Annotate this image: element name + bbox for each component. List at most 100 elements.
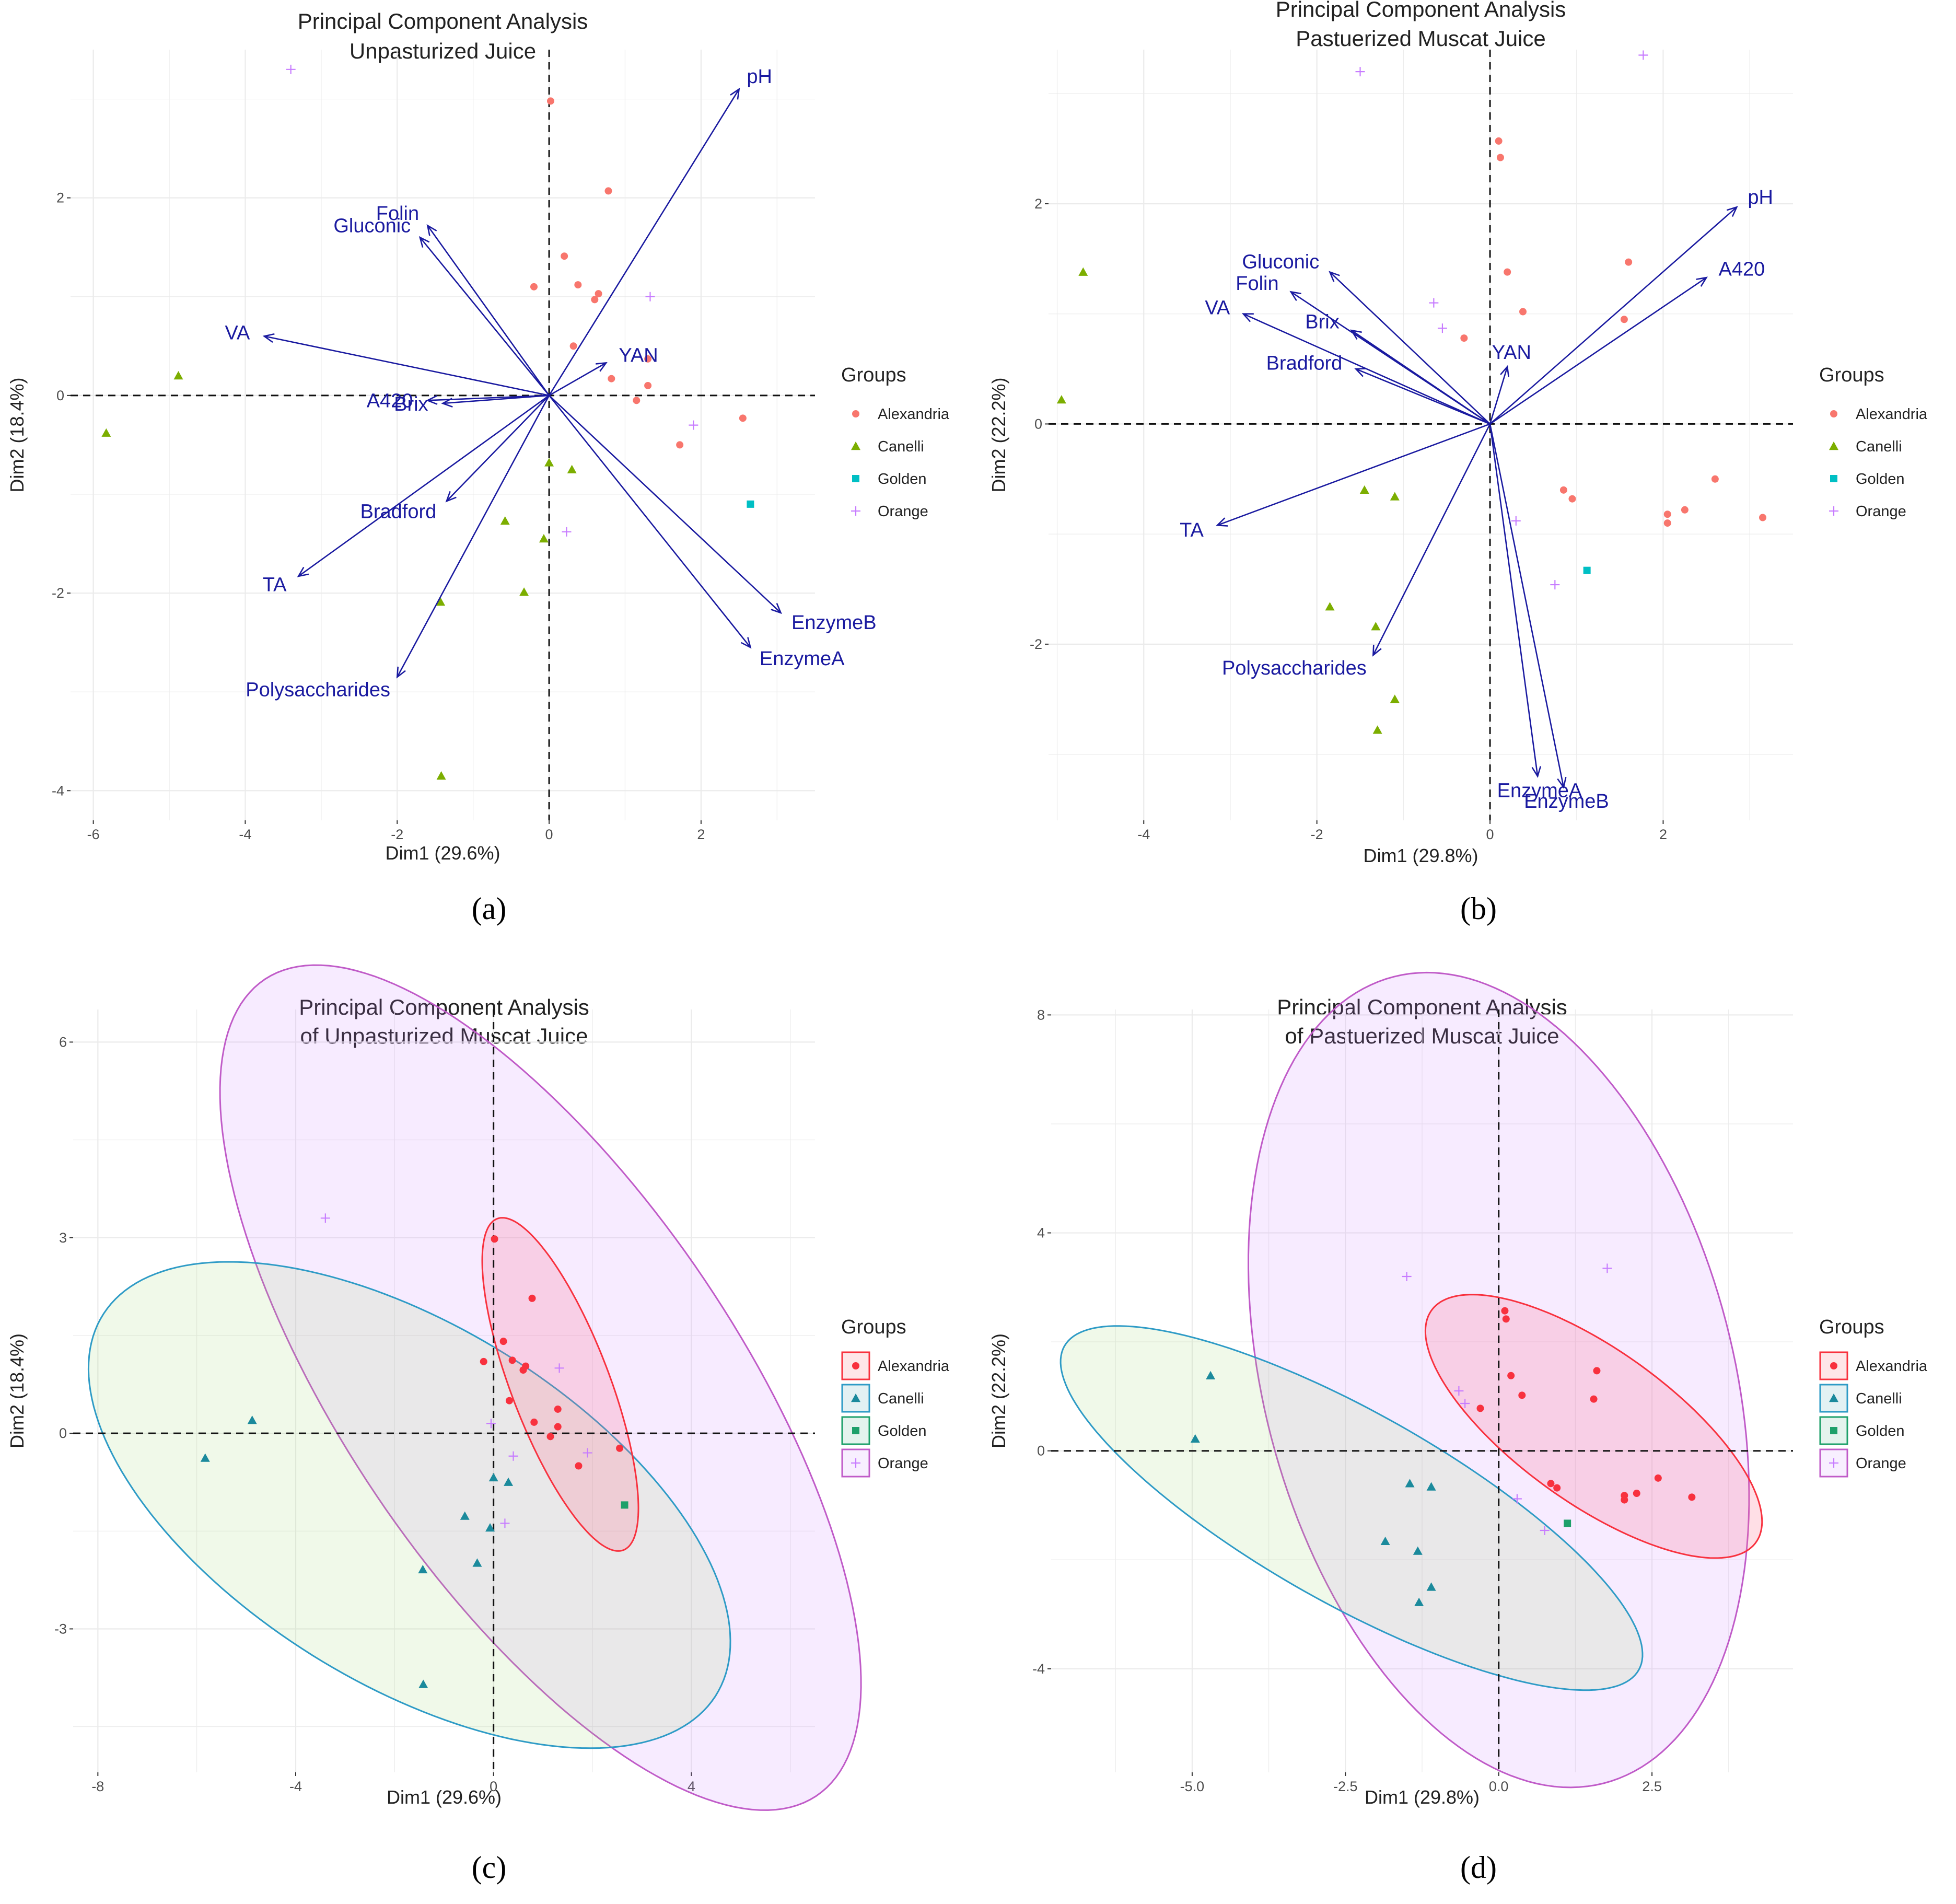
y-tick-label: -2	[52, 585, 64, 601]
y-tick-label: 2	[1034, 196, 1042, 212]
point-alexandria	[1460, 334, 1468, 342]
point-orange	[1638, 50, 1648, 60]
x-tick-label: 2.5	[1642, 1779, 1662, 1794]
legend-key-canelli	[1829, 442, 1838, 450]
point-alexandria	[633, 397, 641, 404]
y-tick-label: 6	[59, 1034, 67, 1050]
vector-label-a420: A420	[367, 390, 413, 412]
x-tick-label: -5.0	[1180, 1779, 1205, 1794]
point-alexandria	[1568, 495, 1576, 503]
vector-label-ph: pH	[1748, 187, 1773, 208]
vector-arrowhead	[1726, 206, 1738, 217]
point-alexandria	[1553, 1484, 1561, 1492]
point-alexandria	[608, 375, 615, 382]
point-orange	[1602, 1263, 1612, 1273]
vector-label-gluconic: Gluconic	[1242, 251, 1319, 273]
legend-key-alexandria	[1830, 410, 1837, 417]
vector-label-enzymeb: EnzymeB	[791, 612, 877, 634]
point-canelli	[1414, 1597, 1424, 1606]
point-alexandria	[530, 283, 538, 291]
point-orange	[689, 420, 698, 430]
chart-title: Principal Component Analysis	[1276, 0, 1566, 21]
point-alexandria	[546, 97, 554, 105]
point-orange	[1460, 1398, 1470, 1408]
legend-label-golden: Golden	[1856, 471, 1905, 487]
y-tick-label: -4	[1032, 1661, 1045, 1677]
point-orange	[1454, 1386, 1464, 1396]
legend-label-canelli: Canelli	[878, 1390, 924, 1407]
caption-c: (c)	[471, 1850, 507, 1885]
point-canelli	[436, 771, 446, 780]
vector-yan	[549, 362, 607, 396]
vector-arrowhead	[1531, 766, 1542, 778]
point-canelli	[488, 1472, 498, 1482]
legend: Groups Alexandria Canelli Golden Orange	[1819, 364, 1928, 520]
vector-enzymeb	[549, 394, 782, 613]
point-orange	[1550, 580, 1560, 590]
ellipses	[87, 964, 862, 1811]
legend-key-golden	[852, 475, 859, 482]
point-alexandria	[1507, 1372, 1515, 1379]
point-alexandria	[1518, 1391, 1526, 1399]
vector-label-yan: YAN	[619, 345, 658, 367]
vector-label-yan: YAN	[1492, 342, 1531, 364]
point-alexandria	[1559, 486, 1567, 494]
point-canelli	[1426, 1582, 1436, 1591]
vector-arrowhead	[445, 491, 457, 503]
point-orange	[1355, 67, 1365, 77]
vector-arrowhead	[1696, 276, 1708, 287]
vector-label-polysaccharides: Polysaccharides	[246, 679, 390, 701]
point-alexandria	[1759, 514, 1767, 521]
point-golden	[747, 500, 754, 508]
x-axis-label: Dim1 (29.8%)	[1363, 845, 1478, 866]
legend-title: Groups	[1819, 1316, 1884, 1338]
legend-label-orange: Orange	[1856, 503, 1906, 520]
chart-subtitle: of Unpasturized Muscat Juice	[300, 1024, 588, 1048]
y-tick-label: 0	[1034, 416, 1042, 432]
legend-label-canelli: Canelli	[878, 438, 924, 455]
chart-panel-d: Principal Component Analysis of Pastueriz…	[978, 952, 1956, 1904]
y-tick-label: 0	[59, 1425, 67, 1441]
point-alexandria	[1496, 154, 1504, 161]
y-tick-label: 0	[56, 388, 64, 403]
point-alexandria	[554, 1405, 562, 1413]
legend-title: Groups	[1819, 364, 1884, 386]
point-canelli	[1390, 694, 1400, 703]
chart-title: Principal Component Analysis	[298, 9, 588, 33]
point-alexandria	[508, 1356, 516, 1364]
legend-label-orange: Orange	[1856, 1455, 1906, 1472]
vector-arrowhead	[1216, 517, 1228, 527]
point-alexandria	[1593, 1367, 1601, 1375]
point-alexandria	[546, 1433, 554, 1441]
vector-label-brix: Brix	[394, 393, 428, 415]
point-canelli	[472, 1558, 482, 1567]
point-orange	[1511, 516, 1521, 526]
point-canelli	[519, 587, 529, 596]
legend-key-golden	[1830, 1427, 1837, 1434]
vector-arrowhead	[297, 566, 309, 577]
y-tick-label: 0	[1037, 1443, 1045, 1459]
legend-key-alexandria	[1830, 1362, 1837, 1369]
x-tick-label: -2.5	[1333, 1779, 1358, 1794]
vector-arrowhead	[1557, 776, 1567, 789]
chart-title: Principal Component Analysis	[299, 995, 589, 1019]
point-orange	[562, 527, 572, 537]
chart-svg: Principal Component Analysis Pastuerized …	[988, 0, 1928, 866]
x-tick-label: -4	[239, 827, 251, 842]
point-alexandria	[1633, 1490, 1640, 1497]
point-canelli	[1325, 602, 1335, 611]
legend-label-orange: Orange	[878, 503, 928, 520]
point-alexandria	[491, 1235, 498, 1243]
point-alexandria	[1663, 519, 1671, 527]
point-alexandria	[1501, 1307, 1509, 1315]
chart-panel-c: Principal Component Analysis of Unpasturi…	[0, 952, 978, 1904]
point-golden	[621, 1501, 628, 1509]
point-alexandria	[554, 1423, 562, 1431]
legend: Groups Alexandria Canelli Golden Orange	[841, 364, 950, 520]
point-canelli	[173, 371, 183, 380]
points	[1190, 1263, 1696, 1606]
grid	[1049, 50, 1793, 820]
vector-enzymea	[1489, 424, 1539, 776]
vector-arrowhead	[771, 602, 782, 614]
vector-polysaccharides	[1372, 423, 1491, 656]
